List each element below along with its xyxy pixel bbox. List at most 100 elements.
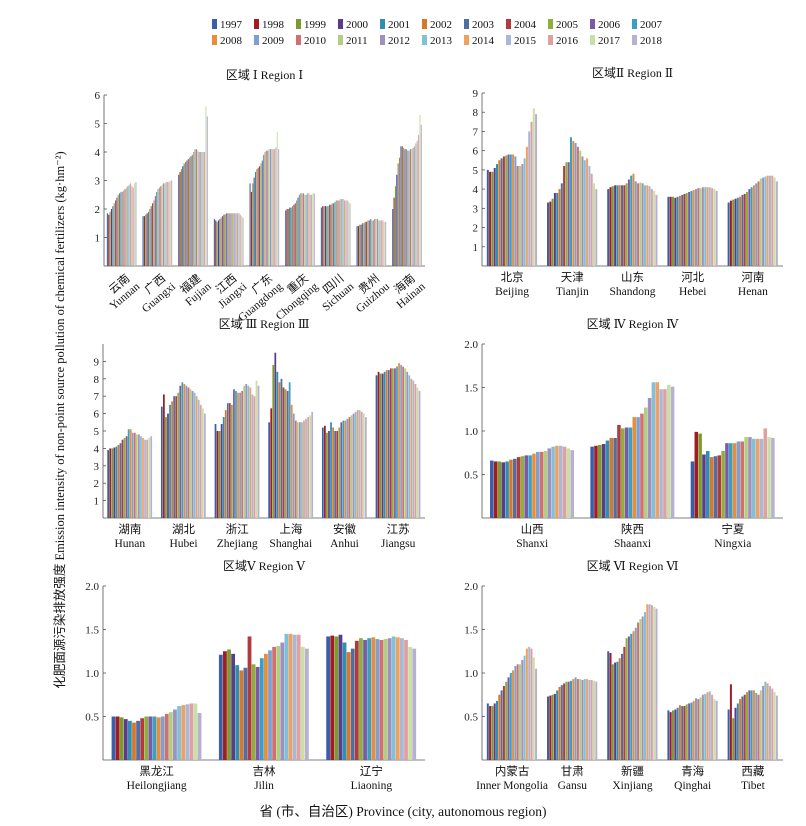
bar-2007	[528, 455, 532, 518]
bar-2003	[222, 216, 224, 267]
bar-2004	[502, 156, 505, 266]
bar-2013	[764, 681, 767, 760]
bar-2013	[247, 385, 250, 518]
bar-2012	[352, 413, 355, 518]
bar-2018	[313, 193, 315, 266]
bar-2015	[144, 439, 146, 518]
bar-1998	[729, 200, 732, 266]
bar-group-qinghai	[667, 691, 718, 760]
bar-2011	[232, 213, 234, 266]
bar-2001	[496, 700, 499, 760]
legend-entry-2015: 2015	[514, 35, 537, 47]
bar-2012	[406, 371, 409, 518]
bar-2005	[367, 220, 369, 266]
bar-1999	[611, 664, 614, 760]
bar-2013	[164, 183, 166, 266]
bar-2007	[509, 673, 512, 760]
bar-2010	[757, 694, 760, 760]
bar-2016	[253, 396, 256, 518]
bar-2013	[643, 185, 646, 266]
bar-2008	[512, 154, 515, 266]
legend-swatch-2008	[212, 35, 217, 45]
bar-2004	[294, 203, 296, 266]
bar-2017	[532, 657, 535, 760]
legend-entry-2010: 2010	[304, 35, 327, 47]
bar-2001	[556, 690, 559, 760]
bar-2014	[181, 705, 186, 760]
bar-group-xinjiang	[607, 604, 658, 760]
bar-group-yunnan	[106, 181, 137, 267]
bar-2001	[736, 197, 739, 266]
bar-2018	[775, 695, 778, 760]
bar-2007	[630, 175, 633, 266]
panel-title: 区域 Ⅲ Region Ⅲ	[219, 317, 310, 331]
bar-2016	[763, 428, 768, 518]
bar-1997	[607, 651, 610, 760]
bar-2015	[708, 187, 711, 266]
category-label-cn: 青海	[681, 764, 704, 778]
bar-1997	[268, 422, 271, 518]
bar-2018	[715, 700, 718, 760]
bar-2011	[759, 690, 762, 760]
y-tick-label: 2.0	[464, 581, 478, 593]
category-label-cn: 湖南	[118, 522, 141, 536]
bar-2003	[621, 185, 624, 266]
y-tick-label: 3	[473, 203, 479, 215]
bar-group-ningxia	[690, 428, 775, 518]
y-tick-label: 6	[473, 146, 479, 158]
bar-2005	[177, 392, 180, 518]
bar-2006	[627, 636, 630, 760]
legend-entry-2009: 2009	[262, 35, 285, 47]
bar-2000	[734, 198, 737, 266]
legend-swatch-2003	[464, 19, 469, 29]
bar-2015	[659, 389, 663, 518]
bar-2008	[264, 152, 266, 266]
bar-2009	[372, 220, 374, 266]
category-label-cn: 北京	[501, 270, 524, 284]
bar-2018	[364, 417, 367, 518]
bar-2003	[681, 194, 684, 266]
bar-2011	[339, 199, 341, 266]
y-axis-label: 化肥面源污染排放强度 Emission intensity of non-poi…	[52, 151, 67, 688]
bar-1997	[326, 636, 331, 760]
bar-2003	[364, 221, 366, 266]
bar-1998	[143, 216, 145, 267]
legend-swatch-2002	[422, 19, 427, 29]
bar-2000	[360, 224, 362, 266]
bar-2011	[759, 178, 762, 266]
bar-2009	[337, 200, 339, 266]
bar-2010	[160, 186, 162, 266]
bar-2007	[405, 149, 407, 266]
bar-2000	[123, 719, 128, 760]
bar-2013	[764, 176, 767, 266]
legend-entry-2011: 2011	[346, 35, 368, 47]
bar-2015	[292, 634, 297, 760]
bar-2011	[579, 679, 582, 760]
bar-2013	[704, 693, 707, 760]
bar-1998	[694, 431, 699, 518]
bar-2002	[278, 382, 281, 518]
legend-swatch-1998	[254, 19, 259, 29]
bar-2018	[535, 668, 538, 760]
bar-2000	[289, 207, 291, 266]
legend-swatch-1999	[296, 19, 301, 29]
bar-2003	[387, 370, 390, 518]
bar-2000	[253, 177, 255, 266]
bar-2003	[243, 667, 248, 760]
category-label-cn: 河北	[681, 271, 704, 284]
bar-2003	[500, 690, 503, 760]
bar-2010	[164, 713, 169, 760]
bar-2005	[505, 681, 508, 760]
y-tick-label: 1	[473, 242, 479, 254]
bar-2008	[732, 443, 737, 518]
y-tick-label: 1	[95, 233, 101, 245]
bar-2001	[397, 163, 399, 266]
bar-2002	[509, 459, 513, 518]
bar-2017	[276, 132, 278, 266]
bar-2010	[757, 181, 760, 266]
category-label-cn: 宁夏	[721, 522, 744, 536]
bar-2014	[586, 679, 589, 760]
bar-2015	[768, 686, 771, 760]
bar-2008	[157, 189, 159, 266]
